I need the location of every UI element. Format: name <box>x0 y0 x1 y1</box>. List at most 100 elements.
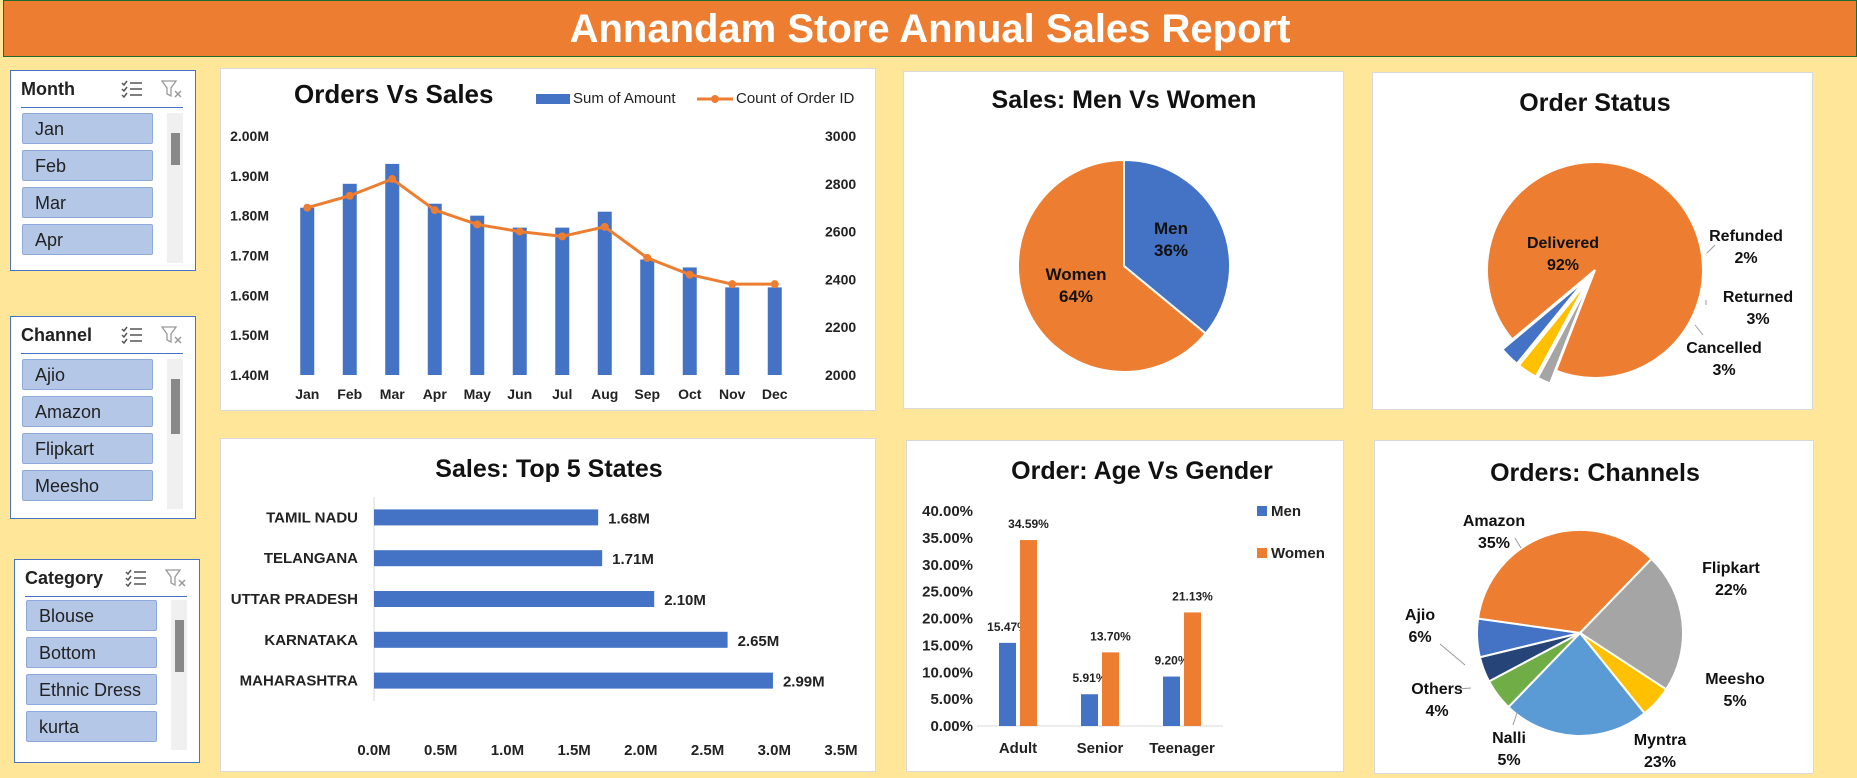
y2-tick-label: 2000 <box>825 367 856 383</box>
clear-filter-icon[interactable] <box>160 79 183 99</box>
data-label: 5.91% <box>1072 671 1106 685</box>
pie-label-meesho: Meesho <box>1705 671 1765 688</box>
data-label: 34.59% <box>1008 517 1049 531</box>
x-tick-label: 0.0M <box>357 742 390 759</box>
slicer-divider <box>21 353 183 354</box>
data-label: 1.71M <box>612 551 654 568</box>
orders-point-jan <box>303 203 312 212</box>
x-tick-label: Jul <box>552 386 572 402</box>
orders-point-sep <box>643 253 652 262</box>
bar-aug <box>597 211 612 375</box>
y-tick-label: 1.50M <box>230 327 269 343</box>
category-label: KARNATAKA <box>264 632 358 649</box>
clear-filter-icon[interactable] <box>164 568 187 588</box>
pie-label-ajio: Ajio <box>1405 607 1435 624</box>
bar-apr <box>427 203 442 375</box>
pie-label-amazon: Amazon <box>1463 513 1525 530</box>
orders-point-feb <box>345 191 354 200</box>
channels-chart: Orders: Channels Amazon 35% Flipkart 22%… <box>1405 459 1765 771</box>
orders-point-dec <box>770 280 779 289</box>
multi-select-icon[interactable] <box>125 568 147 588</box>
chart-title: Order Status <box>1519 89 1670 117</box>
slicer-item-mar[interactable]: Mar <box>22 187 153 218</box>
slicer-scrollbar[interactable] <box>171 600 187 750</box>
slicer-item-flipkart[interactable]: Flipkart <box>22 433 153 464</box>
pie-pct-cancelled: 3% <box>1712 362 1735 379</box>
y-tick-label: 25.00% <box>922 584 973 601</box>
y2-tick-label: 3000 <box>825 128 856 144</box>
x-tick-label: Adult <box>999 740 1037 757</box>
leader-line-ajio <box>1439 643 1466 666</box>
chart-title: Order: Age Vs Gender <box>1011 457 1273 485</box>
x-tick-label: Teenager <box>1149 740 1215 757</box>
slicer-item-kurta[interactable]: kurta <box>26 711 157 742</box>
bar-adult-women <box>1020 540 1037 726</box>
leader-line-nalli <box>1512 712 1518 726</box>
y-tick-label: 1.90M <box>230 168 269 184</box>
men-vs-women-panel: Sales: Men Vs Women Men 36% Women 64% <box>903 71 1344 409</box>
bar-sep <box>640 259 655 375</box>
bar-telangana <box>374 550 603 567</box>
slicer-item-ethnic-dress[interactable]: Ethnic Dress <box>26 674 157 705</box>
pie-pct-meesho: 5% <box>1723 693 1746 710</box>
multi-select-icon[interactable] <box>121 325 143 345</box>
y-tick-label: 35.00% <box>922 530 973 547</box>
category-slicer[interactable]: Category Blouse Bottom Ethnic Dress kurt… <box>14 559 200 763</box>
pie-slice-refunded <box>1536 282 1591 385</box>
x-tick-label: Jun <box>507 386 532 402</box>
x-tick-label: Mar <box>380 386 405 402</box>
channel-slicer[interactable]: Channel Ajio Amazon Flipkart Meesho <box>10 316 196 519</box>
bar-jan <box>300 207 315 375</box>
pie-slice-flipkart <box>1578 557 1684 691</box>
y-tick-label: 2.00M <box>230 128 269 144</box>
y2-tick-label: 2600 <box>825 224 856 240</box>
chart-title: Sales: Top 5 States <box>435 455 662 483</box>
x-tick-label: Dec <box>762 386 788 402</box>
x-tick-label: 3.0M <box>758 742 791 759</box>
x-tick-label: Oct <box>678 386 702 402</box>
slicer-item-amazon[interactable]: Amazon <box>22 396 153 427</box>
multi-select-icon[interactable] <box>121 79 143 99</box>
x-tick-label: Jan <box>295 386 319 402</box>
slicer-item-apr[interactable]: Apr <box>22 224 153 255</box>
data-label: 2.10M <box>664 592 706 609</box>
slicer-item-bottom[interactable]: Bottom <box>26 637 157 668</box>
pie-slice-cancelled <box>1501 279 1586 366</box>
orders-point-jul <box>558 232 567 241</box>
x-tick-label: Apr <box>423 386 448 402</box>
bar-uttar-pradesh <box>374 591 655 607</box>
y-tick-label: 30.00% <box>922 557 973 574</box>
pie-slice-delivered <box>1486 161 1704 379</box>
pie-label-others: Others <box>1411 681 1463 698</box>
bar-jun <box>512 227 527 375</box>
y-tick-label: 5.00% <box>930 691 973 708</box>
slicer-item-blouse[interactable]: Blouse <box>26 600 157 631</box>
pie-pct-returned: 3% <box>1746 311 1769 328</box>
month-slicer[interactable]: Month Jan Feb Mar Apr <box>10 70 196 271</box>
leader-line-amazon <box>1514 537 1522 549</box>
slicer-item-jan[interactable]: Jan <box>22 113 153 144</box>
age-vs-gender-chart: Order: Age Vs Gender Men Women 0.00% 5.00… <box>922 457 1325 757</box>
x-tick-label: Aug <box>591 386 618 402</box>
bar-dec <box>767 287 782 375</box>
slicer-item-feb[interactable]: Feb <box>22 150 153 181</box>
chart-title: Orders Vs Sales <box>294 79 493 109</box>
pie-pct-others: 4% <box>1425 703 1448 720</box>
x-tick-label: 3.5M <box>824 742 857 759</box>
data-label: 15.47% <box>987 620 1028 634</box>
category-label: TAMIL NADU <box>266 509 358 526</box>
report-header: Annandam Store Annual Sales Report <box>3 0 1857 57</box>
slicer-scrollbar[interactable] <box>167 113 183 263</box>
clear-filter-icon[interactable] <box>160 325 183 345</box>
orders-vs-sales-chart: Orders Vs Sales Sum of Amount Count of O… <box>230 79 856 402</box>
orders-point-oct <box>685 270 694 279</box>
y2-tick-label: 2400 <box>825 271 856 287</box>
slicer-item-ajio[interactable]: Ajio <box>22 359 153 390</box>
bar-karnataka <box>374 631 728 648</box>
slicer-scrollbar[interactable] <box>167 359 183 509</box>
orders-line <box>306 177 775 286</box>
x-tick-label: 2.5M <box>691 742 724 759</box>
slicer-item-meesho[interactable]: Meesho <box>22 470 153 501</box>
y-tick-label: 1.40M <box>230 367 269 383</box>
y-tick-label: 15.00% <box>922 637 973 654</box>
